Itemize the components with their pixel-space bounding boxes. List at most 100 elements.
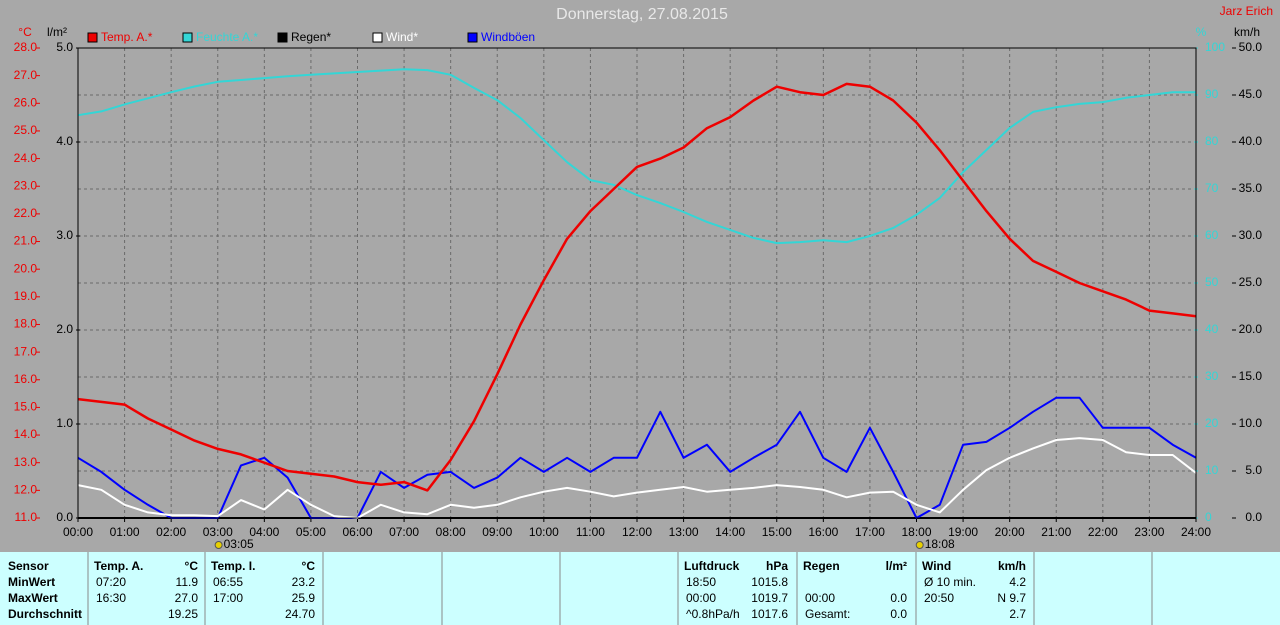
chart-title: Donnerstag, 27.08.2015 [556,6,728,23]
cell-value: 19.25 [168,607,198,621]
y-tick-label: 70 [1205,181,1219,195]
series-line [77,396,1197,519]
y-tick-label: 4.0 [56,134,73,148]
cell-note: Gesamt: [805,607,850,621]
column-header: Temp. I. [211,559,255,573]
cell-note: 17:00 [213,591,243,605]
legend-label: Regen* [291,30,331,44]
x-tick-label: 03:00 [203,525,233,539]
cell-note: 06:55 [213,575,243,589]
y-tick-label: 25.0 [14,123,38,137]
column-unit: km/h [998,559,1026,573]
column-header: Luftdruck [684,559,740,573]
x-tick-label: 10:00 [529,525,559,539]
annotation-icon [214,541,223,549]
cell-note: 16:30 [96,591,126,605]
y-tick-label: 30.0 [1239,228,1263,242]
annotation-icon [915,541,924,549]
legend-swatch [277,32,288,43]
x-tick-label: 12:00 [622,525,652,539]
y-tick-label: 21.0 [14,234,38,248]
legend-label: Wind* [386,30,418,44]
x-tick-label: 09:00 [482,525,512,539]
y-tick-label: 100 [1205,40,1225,54]
y4-axis-unit: km/h [1234,25,1260,39]
y-tick-label: 15.0 [14,400,38,414]
cell-note: Ø 10 min. [924,575,976,589]
x-tick-label: 02:00 [156,525,186,539]
y-tick-label: 0.0 [1245,510,1262,524]
y-tick-label: 60 [1205,228,1219,242]
y-tick-label: 20.0 [14,261,38,275]
y-tick-label: 17.0 [14,344,38,358]
y-tick-label: 19.0 [14,289,38,303]
plot-border [77,47,1197,519]
y-tick-label: 10 [1205,463,1219,477]
y-tick-label: 25.0 [1239,275,1263,289]
series-line [77,82,1197,492]
y-tick-label: 50.0 [1239,40,1263,54]
series-line [77,437,1197,519]
y-tick-label: 16.0 [14,372,38,386]
legend-label: Windböen [481,30,535,44]
x-tick-label: 01:00 [110,525,140,539]
y-tick-label: 50 [1205,275,1219,289]
column-unit: l/m² [886,559,907,573]
y-tick-label: 23.0 [14,178,38,192]
y-tick-label: 14.0 [14,427,38,441]
cell-value: 25.9 [292,591,316,605]
y-tick-label: 24.0 [14,151,38,165]
y-tick-label: 13.0 [14,455,38,469]
cell-note: 18:50 [686,575,716,589]
cell-note: 00:00 [805,591,835,605]
y-tick-label: 15.0 [1239,369,1263,383]
x-tick-label: 24:00 [1181,525,1211,539]
y-tick-label: 10.0 [1239,416,1263,430]
series-line [77,68,1196,245]
cell-value: 11.9 [176,575,199,589]
cell-value: N 9.7 [997,591,1026,605]
y-tick-label: 5.0 [56,40,73,54]
y-tick-label: 40.0 [1239,134,1263,148]
x-tick-label: 18:00 [901,525,931,539]
y-tick-label: 40 [1205,322,1219,336]
legend-label: Temp. A.* [101,30,153,44]
annotation-label: 03:05 [224,537,254,551]
y-tick-label: 11.0 [15,510,38,524]
y-tick-label: 80 [1205,134,1219,148]
y-tick-label: 35.0 [1239,181,1263,195]
y-tick-label: 20 [1205,416,1219,430]
cell-value: 27.0 [175,591,199,605]
cell-value: 4.2 [1009,575,1026,589]
y-tick-label: 5.0 [1245,463,1262,477]
y-tick-label: 20.0 [1239,322,1263,336]
y-axis-unit: °C [18,25,32,39]
column-unit: hPa [766,559,788,573]
x-tick-label: 00:00 [63,525,93,539]
x-tick-label: 21:00 [1041,525,1071,539]
x-tick-label: 19:00 [948,525,978,539]
y3-axis-unit: l/m² [47,25,67,39]
y-tick-label: 0.0 [56,510,73,524]
y-tick-label: 12.0 [14,483,38,497]
y-tick-label: 90 [1205,87,1219,101]
x-tick-label: 06:00 [342,525,372,539]
row-label: Sensor [8,559,49,573]
cell-value: 0.0 [890,591,907,605]
x-tick-label: 22:00 [1088,525,1118,539]
y2-axis-unit: % [1196,25,1207,39]
y-tick-label: 18.0 [14,317,38,331]
legend-label: Feuchte A.* [196,30,258,44]
y-tick-label: 0 [1205,510,1212,524]
cell-value: 24.70 [285,607,315,621]
x-tick-label: 11:00 [576,525,605,539]
legend-swatch [372,32,383,43]
cell-value: 0.0 [890,607,907,621]
column-header: Wind [922,559,951,573]
y-tick-label: 3.0 [56,228,73,242]
cell-note: 07:20 [96,575,126,589]
x-tick-label: 16:00 [808,525,838,539]
legend-swatch [87,32,98,43]
y-tick-label: 26.0 [14,95,38,109]
